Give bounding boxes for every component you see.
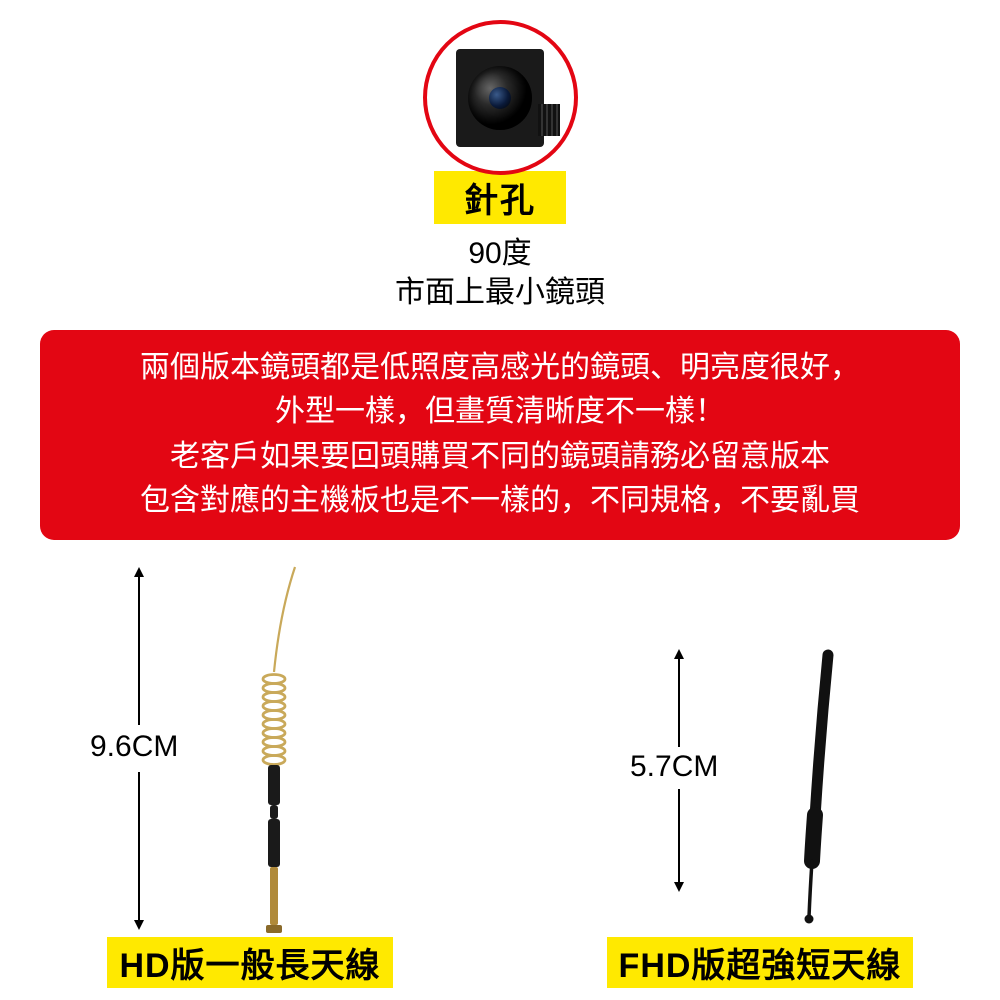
- notice-line-3: 老客戶如果要回頭購買不同的鏡頭請務必留意版本: [52, 435, 948, 479]
- antenna-row: 9.6CM: [0, 557, 1000, 1000]
- camera-lens-inner-icon: [489, 87, 511, 109]
- lens-section: 針孔 90度 市面上最小鏡頭: [0, 0, 1000, 312]
- camera-module-icon: [456, 49, 544, 147]
- antenna-left-col: 9.6CM: [90, 557, 410, 988]
- antenna-left-length: 9.6CM: [90, 732, 178, 762]
- antenna-short-icon: [660, 557, 860, 937]
- lens-angle: 90度: [395, 234, 605, 273]
- dim-arrow-down-icon: [678, 789, 680, 884]
- lens-subtitle: 市面上最小鏡頭: [395, 273, 605, 312]
- antenna-right-length: 5.7CM: [630, 752, 718, 782]
- dim-arrow-up-icon: [138, 575, 140, 725]
- notice-line-2: 外型一樣，但畫質清晰度不一樣！: [52, 390, 948, 434]
- lens-spec: 90度 市面上最小鏡頭: [395, 234, 605, 312]
- lens-badge: 針孔: [434, 171, 566, 224]
- antenna-left-caption: HD版一般長天線: [107, 937, 392, 988]
- lens-circle: [423, 20, 578, 175]
- antenna-right-col: 5.7CM FHD版超強短天線: [600, 557, 920, 988]
- dim-arrow-up-icon: [678, 657, 680, 747]
- antenna-right-area: 5.7CM: [600, 557, 920, 937]
- antenna-left-area: 9.6CM: [90, 557, 410, 937]
- notice-line-4: 包含對應的主機板也是不一樣的，不同規格，不要亂買: [52, 479, 948, 523]
- camera-lens-outer-icon: [468, 66, 532, 130]
- notice-line-1: 兩個版本鏡頭都是低照度高感光的鏡頭、明亮度很好，: [52, 346, 948, 390]
- dim-arrow-down-icon: [138, 772, 140, 922]
- camera-connector-icon: [538, 104, 560, 136]
- antenna-right-caption: FHD版超強短天線: [607, 937, 914, 988]
- antenna-long-icon: [150, 557, 350, 937]
- notice-block: 兩個版本鏡頭都是低照度高感光的鏡頭、明亮度很好， 外型一樣，但畫質清晰度不一樣！…: [40, 330, 960, 540]
